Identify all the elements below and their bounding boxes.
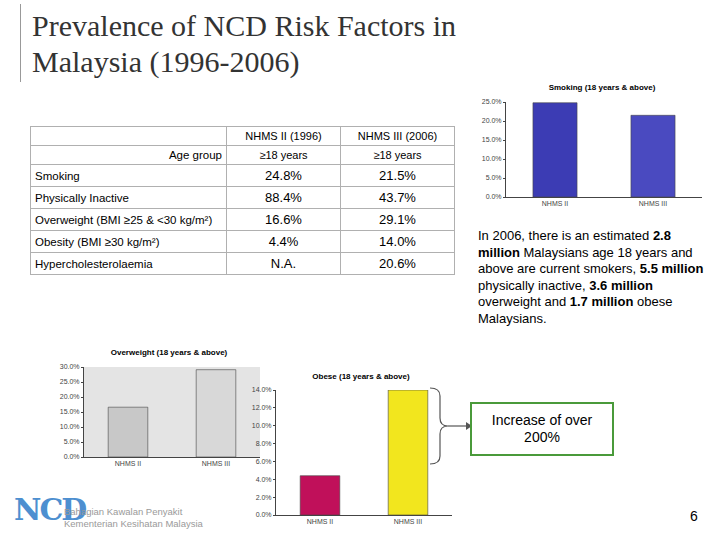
svg-text:5.0%: 5.0% (486, 174, 502, 181)
html-text:NHMS II (1996): NHMS II (1996) (245, 130, 322, 142)
html-text:24.8%: 24.8% (265, 168, 302, 183)
html-text:Bahagian Kawalan Penyakit: Bahagian Kawalan Penyakit (64, 506, 183, 517)
html-text:88.4%: 88.4% (265, 190, 302, 205)
html-text:Obesity (BMI ≥30 kg/m²): Obesity (BMI ≥30 kg/m²) (35, 235, 160, 248)
html-text:physically inactive, 3.6 milli: physically inactive, 3.6 million (478, 277, 653, 293)
svg-text:Smoking (18 years & above): Smoking (18 years & above) (549, 83, 656, 92)
html-text:overweight and 1.7 million obe: overweight and 1.7 million obese Malaysi… (478, 294, 673, 326)
html-text:NCD: NCD (14, 492, 86, 527)
html-text:6: 6 (690, 508, 698, 524)
html-text:N.A.: N.A. (270, 256, 297, 271)
svg-text:4.0%: 4.0% (256, 476, 272, 483)
svg-text:25.0%: 25.0% (60, 378, 80, 385)
html-text:≥18 years: ≥18 years (259, 149, 308, 161)
html-text:21.5%: 21.5% (379, 168, 416, 183)
html-text:14.0%: 14.0% (379, 234, 416, 249)
svg-text:0.0%: 0.0% (256, 511, 272, 518)
html-text:Prevalence of NCD Risk Factors: Prevalence of NCD Risk Factors in Malays… (32, 9, 457, 78)
svg-text:NHMS II: NHMS II (542, 200, 569, 207)
html-text:4.4%: 4.4% (268, 234, 299, 249)
svg-text:15.0%: 15.0% (482, 136, 502, 143)
svg-text:20.0%: 20.0% (482, 117, 502, 124)
svg-text:0.0%: 0.0% (486, 193, 502, 200)
svg-text:20.0%: 20.0% (60, 393, 80, 400)
html-text:16.6%: 16.6% (265, 212, 302, 227)
svg-text:6.0%: 6.0% (256, 458, 272, 465)
html-text:NHMS III (2006): NHMS III (2006) (357, 130, 438, 142)
svg-text:NHMS III: NHMS III (394, 518, 422, 525)
svg-text:10.0%: 10.0% (482, 155, 502, 162)
html-text:Overweight (BMI ≥25 & <30 kg/m: Overweight (BMI ≥25 & <30 kg/m²) (35, 213, 213, 226)
html-text:In 2006, there is an estimated: In 2006, there is an estimated 2.8 milli… (478, 228, 704, 276)
html-text:29.1%: 29.1% (379, 212, 416, 227)
svg-text:Obese (18 years & above): Obese (18 years & above) (312, 372, 410, 381)
html-text:Physically Inactive: Physically Inactive (35, 191, 129, 204)
svg-text:2.0%: 2.0% (256, 494, 272, 501)
svg-text:25.0%: 25.0% (482, 98, 502, 105)
svg-text:0.0%: 0.0% (64, 453, 80, 460)
svg-text:5.0%: 5.0% (64, 438, 80, 445)
html-text:Increase of over 200%: Increase of over 200% (491, 412, 593, 445)
svg-text:Overweight (18 years & above): Overweight (18 years & above) (111, 348, 228, 357)
svg-text:10.0%: 10.0% (252, 422, 272, 429)
html-text:≥18 years: ≥18 years (373, 149, 422, 161)
svg-text:NHMS III: NHMS III (639, 200, 667, 207)
html-text:Kementerian Kesihatan Malaysia: Kementerian Kesihatan Malaysia (64, 518, 203, 529)
svg-text:10.0%: 10.0% (60, 423, 80, 430)
svg-text:30.0%: 30.0% (60, 363, 80, 370)
svg-text:NHMS III: NHMS III (202, 460, 230, 467)
svg-text:15.0%: 15.0% (60, 408, 80, 415)
html-text:Age group: Age group (168, 149, 222, 161)
svg-text:NHMS II: NHMS II (307, 518, 334, 525)
svg-text:12.0%: 12.0% (252, 404, 272, 411)
svg-text:NHMS II: NHMS II (115, 460, 142, 467)
html-text:Smoking: Smoking (35, 169, 80, 182)
svg-text:8.0%: 8.0% (256, 440, 272, 447)
html-text:43.7%: 43.7% (379, 190, 416, 205)
html-text:20.6%: 20.6% (379, 256, 416, 271)
svg-text:14.0%: 14.0% (252, 386, 272, 393)
html-text:Hypercholesterolaemia: Hypercholesterolaemia (35, 257, 153, 270)
